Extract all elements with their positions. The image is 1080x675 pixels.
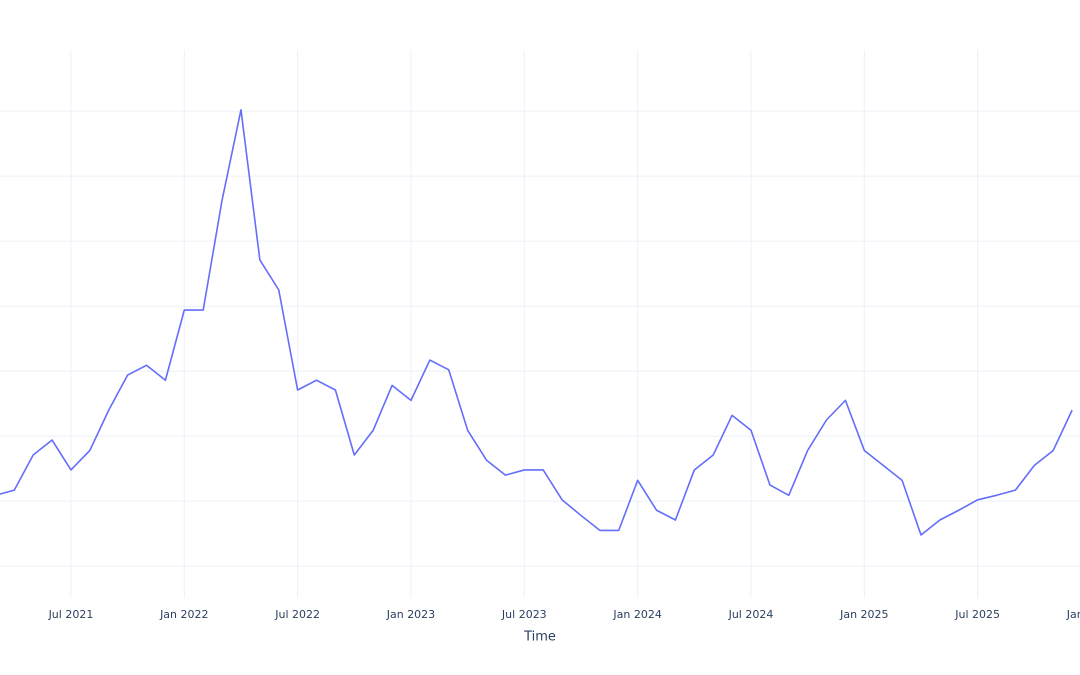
x-tick-label: Jan 2023 (386, 608, 435, 621)
x-axis-title: Time (523, 630, 556, 645)
x-tick-label: Jul 2023 (501, 608, 547, 621)
x-tick-label: Jul 2021 (48, 608, 94, 621)
x-tick-label: Jan 2025 (839, 608, 888, 621)
x-tick-label: Jan 2026 (1066, 608, 1080, 621)
x-tick-label: Jan 2022 (159, 608, 208, 621)
line-series (0, 109, 1073, 536)
x-tick-label: Jan 2024 (612, 608, 661, 621)
x-tick-label: Jul 2022 (274, 608, 320, 621)
x-tick-label: Jul 2025 (954, 608, 1000, 621)
x-tick-label: Jul 2024 (728, 608, 774, 621)
